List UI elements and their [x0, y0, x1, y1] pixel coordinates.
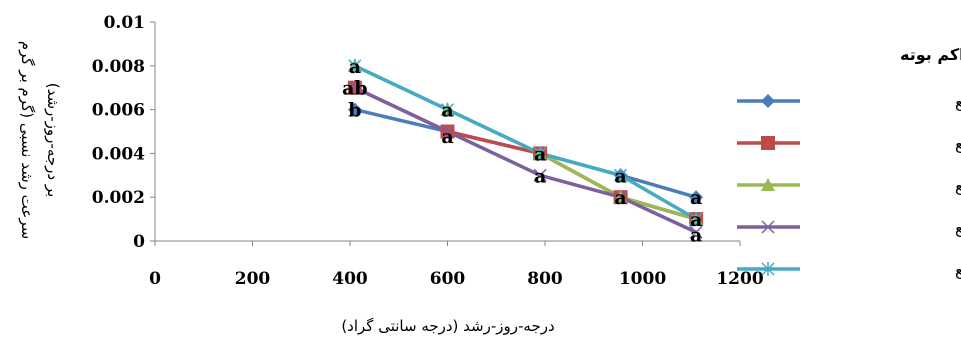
y-tick-label: 0.01 [104, 13, 145, 33]
significance-letter: a [690, 187, 702, 209]
x-tick-label: 1200 [716, 269, 763, 289]
significance-letter: a [534, 143, 546, 165]
y-tick-label: 0.002 [92, 188, 145, 208]
y-axis-label-line2: بر درجه-روز-رشد) [44, 83, 62, 198]
series-lines [354, 64, 698, 234]
legend-swatch-marker [761, 262, 775, 276]
data-point-series-5 [440, 102, 455, 117]
x-tick-label: 800 [527, 269, 563, 289]
significance-letter: ab [342, 78, 368, 100]
y-axis-label-line1: سرعت رشد نسبی (گرم بر گرم [18, 41, 36, 239]
significance-letter: a [349, 56, 361, 78]
data-point-series-4 [533, 168, 547, 182]
significance-letter: a [441, 126, 453, 148]
data-point-series-5 [533, 146, 547, 161]
legend-swatch-marker [761, 94, 775, 108]
x-tick-label: 0 [149, 269, 161, 289]
series-markers [347, 58, 704, 239]
axes: 0 0.002 0.004 0.006 0.008 0.01 0 200 400 600 800 10… [92, 13, 764, 289]
data-point-series-5 [689, 212, 703, 227]
y-tick-label: 0 [133, 232, 145, 252]
data-point-series-5 [614, 168, 628, 183]
data-point-series-4 [440, 124, 455, 139]
data-point-series-1 [689, 190, 704, 205]
data-point-series-4 [689, 225, 703, 239]
y-tick-label: 0.008 [92, 57, 145, 77]
legend-entry-label: ۲۵ بوته در مترمربع [955, 134, 961, 154]
significance-letter: a [614, 165, 626, 187]
x-tick-label: 1000 [619, 269, 666, 289]
legend-swatch-marker [761, 178, 775, 191]
significance-letter: a [614, 187, 626, 209]
data-point-series-4 [614, 190, 628, 204]
data-point-series-1 [347, 102, 362, 117]
significance-letter: b [348, 100, 361, 122]
legend-entry-label: ۱۵ بوته در مترمربع [955, 92, 961, 112]
data-point-series-5 [348, 58, 362, 73]
series-line-5 [354, 64, 698, 221]
significance-letter: a [690, 209, 702, 231]
legend-title: تراکم بوته [900, 45, 961, 64]
series-line-4 [354, 86, 697, 234]
legend: تراکم بوته ۱۵ بوته در مترمربع ۲۵ بوته در … [737, 45, 961, 280]
significance-letter: a [441, 100, 453, 122]
legend-swatch-marker [761, 136, 775, 150]
x-tick-label: 600 [430, 269, 466, 289]
y-tick-label: 0.004 [92, 144, 145, 164]
legend-entry-label: ۴۵ بوته در مترمربع [955, 218, 961, 238]
significance-letter: a [534, 165, 546, 187]
significance-letter: a [690, 224, 702, 246]
y-tick-label: 0.006 [92, 101, 145, 121]
x-axis-label: درجه-روز-رشد (درجه سانتی گراد) [341, 317, 554, 335]
series-line-2 [354, 86, 697, 221]
legend-entry-label: ۳۵ بوته در مترمربع [955, 176, 961, 196]
x-tick-label: 400 [332, 269, 368, 289]
x-tick-label: 200 [235, 269, 271, 289]
data-point-series-4 [348, 81, 362, 95]
legend-entry-label: ۵۵ بوته در مترمربع [955, 260, 961, 280]
series-line-1 [354, 107, 697, 199]
legend-swatch-marker [761, 220, 775, 234]
